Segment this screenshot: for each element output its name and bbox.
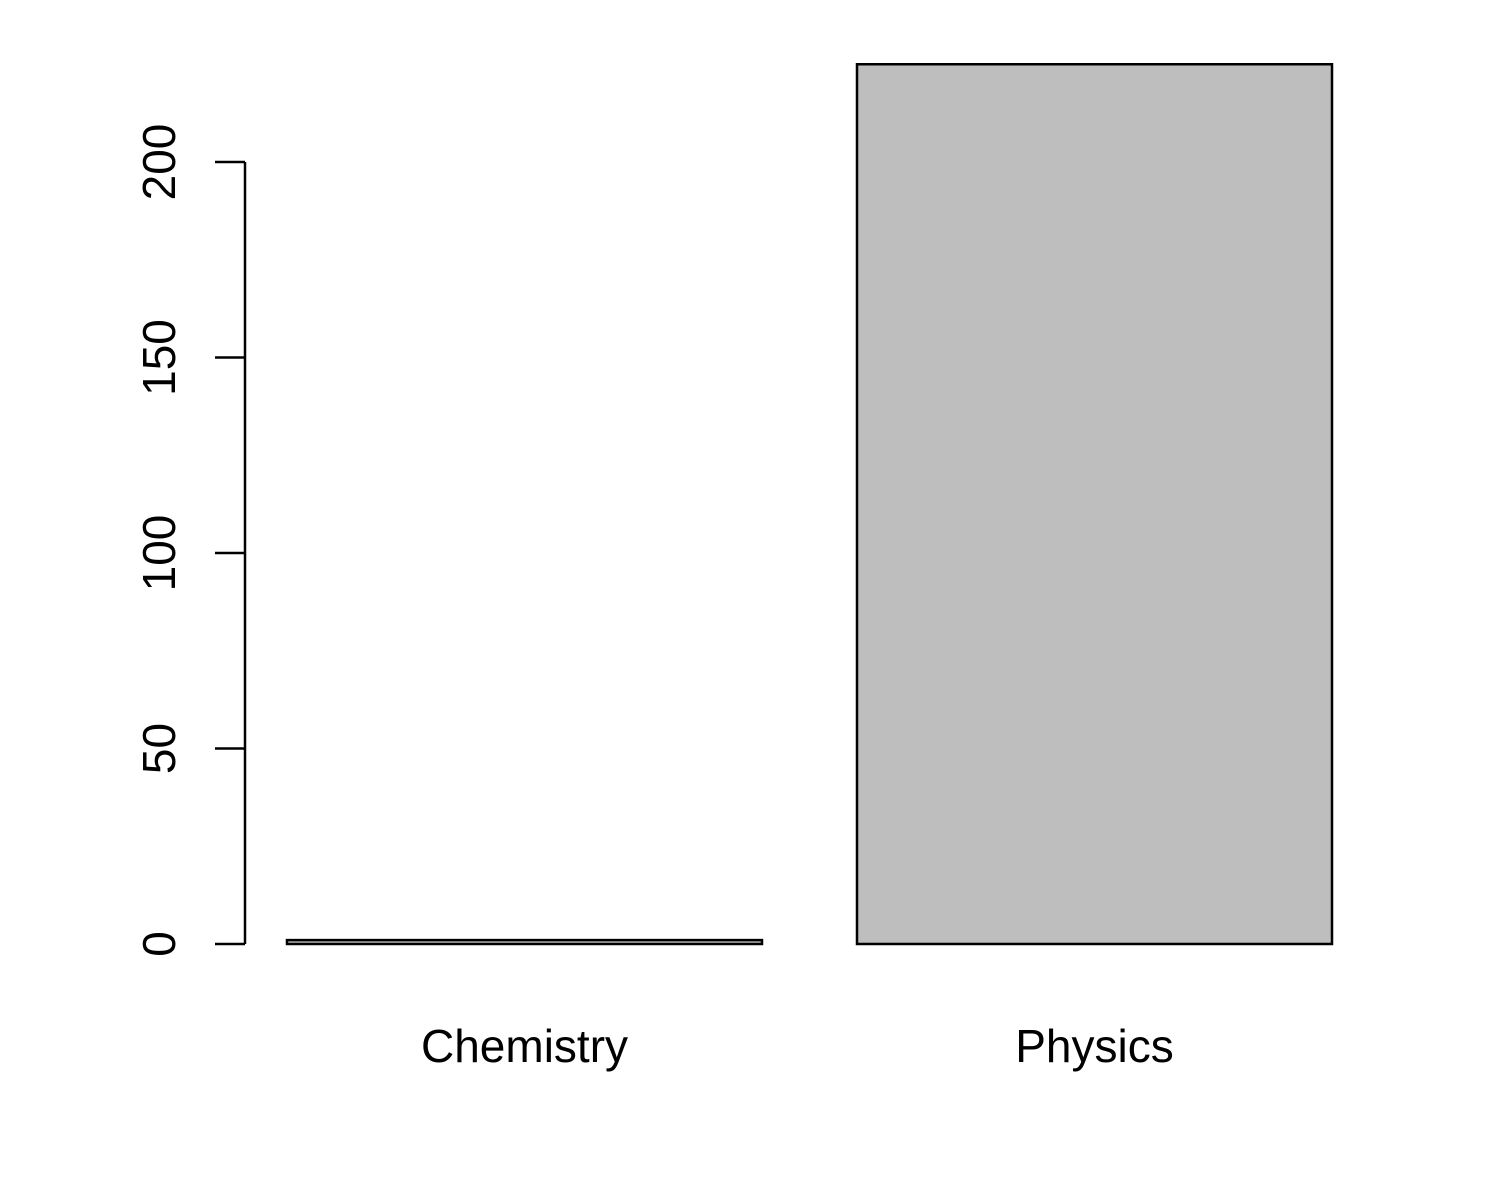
y-tick-label: 150: [133, 319, 185, 396]
bar-chemistry: [285, 938, 764, 946]
bar-physics: [855, 63, 1334, 946]
x-axis-labels: Chemistry Physics: [421, 1020, 1174, 1072]
bars: [285, 63, 1334, 946]
y-tick-label: 50: [133, 723, 185, 774]
y-tick-label: 100: [133, 515, 185, 592]
x-category-label: Chemistry: [421, 1020, 628, 1072]
y-axis: 0 50 100 150 200: [133, 124, 247, 957]
y-tick-label: 0: [133, 931, 185, 957]
x-category-label: Physics: [1015, 1020, 1173, 1072]
y-tick-label: 200: [133, 124, 185, 201]
